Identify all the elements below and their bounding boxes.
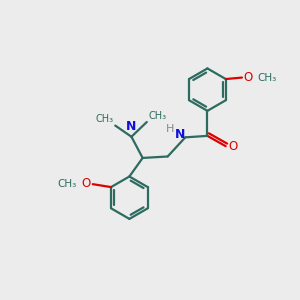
Text: CH₃: CH₃	[148, 111, 166, 121]
Text: CH₃: CH₃	[96, 114, 114, 124]
Text: H: H	[166, 124, 174, 134]
Text: CH₃: CH₃	[57, 178, 76, 189]
Text: CH₃: CH₃	[257, 73, 277, 82]
Text: N: N	[126, 120, 136, 133]
Text: O: O	[82, 177, 91, 190]
Text: N: N	[175, 128, 185, 142]
Text: O: O	[228, 140, 237, 153]
Text: O: O	[244, 71, 253, 84]
